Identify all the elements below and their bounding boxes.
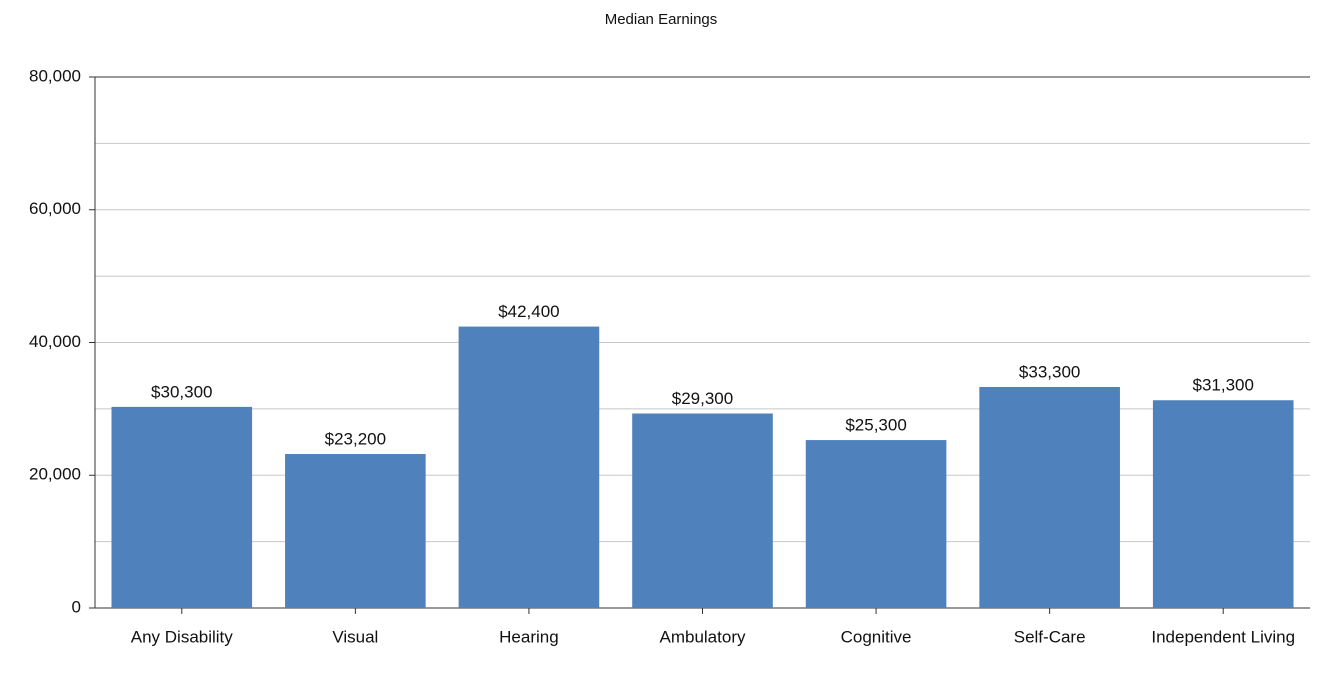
x-tick-label: Self-Care xyxy=(1014,627,1086,646)
value-label: $23,200 xyxy=(325,429,386,448)
value-label: $31,300 xyxy=(1192,376,1253,395)
x-tick-label: Independent Living xyxy=(1151,627,1295,646)
x-tick-label: Visual xyxy=(332,627,378,646)
bar xyxy=(458,326,600,608)
y-tick-label: 60,000 xyxy=(29,199,81,218)
chart-title: Median Earnings xyxy=(605,11,718,28)
y-tick-label: 20,000 xyxy=(29,465,81,484)
value-label: $33,300 xyxy=(1019,362,1080,381)
bar xyxy=(111,406,253,608)
x-tick-label: Ambulatory xyxy=(660,627,746,646)
bar xyxy=(1152,400,1294,608)
value-label: $30,300 xyxy=(151,382,212,401)
bar xyxy=(805,440,947,608)
value-label: $29,300 xyxy=(672,389,733,408)
y-tick-label: 40,000 xyxy=(29,332,81,351)
bar xyxy=(979,386,1120,608)
y-tick-label: 80,000 xyxy=(29,66,81,85)
y-tick-label: 0 xyxy=(72,597,81,616)
bar xyxy=(285,454,426,608)
bar xyxy=(632,413,773,608)
value-label: $42,400 xyxy=(498,302,559,321)
x-tick-label: Cognitive xyxy=(841,627,912,646)
x-tick-label: Any Disability xyxy=(131,627,234,646)
x-tick-label: Hearing xyxy=(499,627,559,646)
value-label: $25,300 xyxy=(845,416,906,435)
